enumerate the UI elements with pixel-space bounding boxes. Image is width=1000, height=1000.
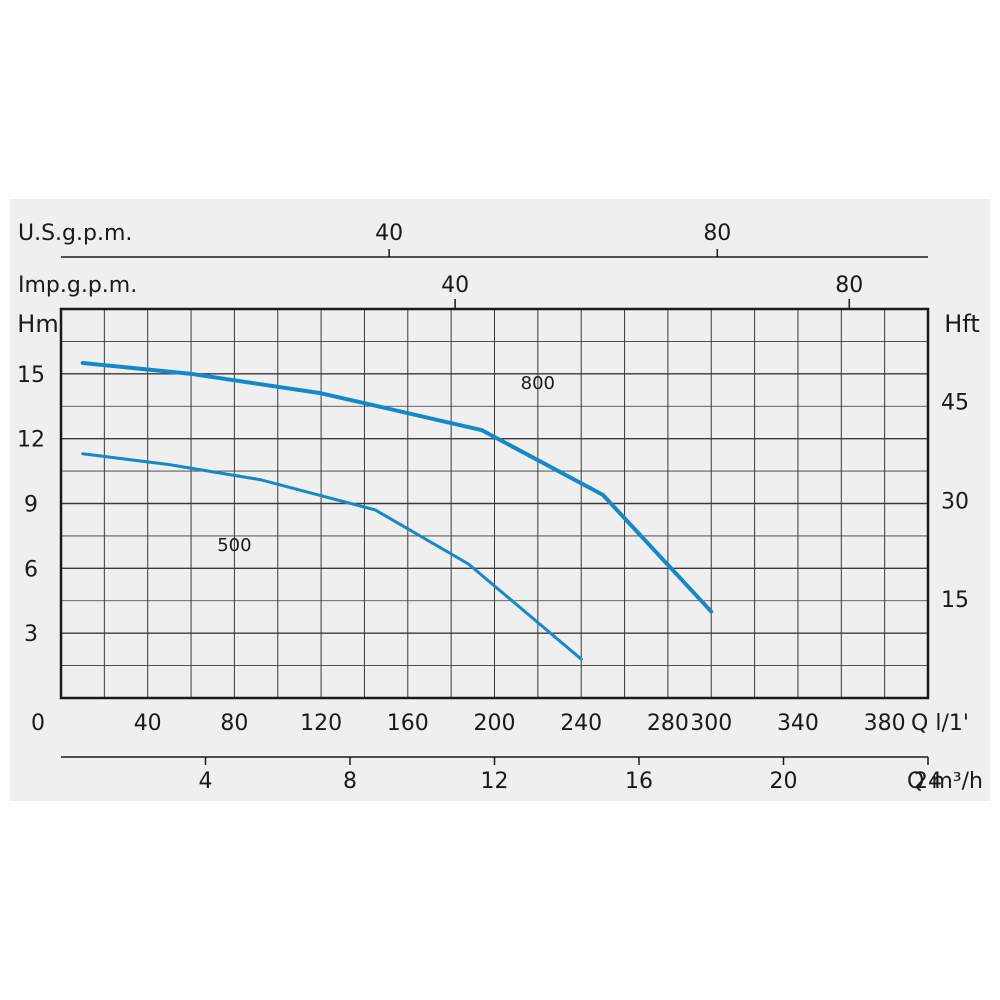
x-tick: 340: [777, 711, 819, 736]
x-tick: 300: [690, 711, 732, 736]
plot-frame: [59, 307, 930, 700]
series-label-500: 500: [217, 535, 251, 556]
y-tick-left: 12: [17, 428, 45, 453]
series-line-500: [81, 452, 583, 661]
x-tick: 200: [474, 711, 516, 736]
x-tick: 380: [864, 711, 906, 736]
m3h-tick: 8: [343, 769, 357, 794]
x-tick: 0: [31, 711, 45, 736]
y-tick-right: 45: [941, 391, 969, 416]
y-axis-right-label: Hft: [944, 310, 979, 338]
x-tick: 40: [134, 711, 162, 736]
m3h-tick: 4: [199, 769, 213, 794]
x-tick: 120: [300, 711, 342, 736]
y-tick-left: 3: [24, 622, 38, 647]
us-gpm-tick: 80: [703, 221, 731, 246]
x-tick: 80: [220, 711, 248, 736]
m3h-tick: 12: [481, 769, 509, 794]
chart-panel: [10, 199, 990, 801]
series-label-800: 800: [521, 373, 555, 394]
m3h-tick: 20: [770, 769, 798, 794]
us-gpm-tick: 40: [375, 221, 403, 246]
y-tick-left: 9: [24, 493, 38, 518]
y-tick-left: 6: [24, 557, 38, 582]
m3h-tick: 24: [914, 769, 942, 794]
x-tick: 160: [387, 711, 429, 736]
y-tick-right: 30: [941, 489, 969, 514]
x-axis-label: Q l/1': [911, 711, 969, 736]
imp-gpm-tick: 80: [835, 273, 863, 298]
m3h-tick: 16: [625, 769, 653, 794]
us-gpm-axis-label: U.S.g.p.m.: [18, 221, 132, 246]
m3h-axis-label: Q m³/h: [907, 769, 983, 794]
y-tick-right: 15: [941, 588, 969, 613]
y-axis-left-label: Hm: [17, 310, 58, 338]
imp-gpm-axis-label: Imp.g.p.m.: [18, 273, 137, 298]
x-tick: 240: [560, 711, 602, 736]
imp-gpm-tick: 40: [441, 273, 469, 298]
series-line-800: [80, 361, 714, 614]
y-tick-left: 15: [17, 363, 45, 388]
x-tick: 280: [647, 711, 689, 736]
